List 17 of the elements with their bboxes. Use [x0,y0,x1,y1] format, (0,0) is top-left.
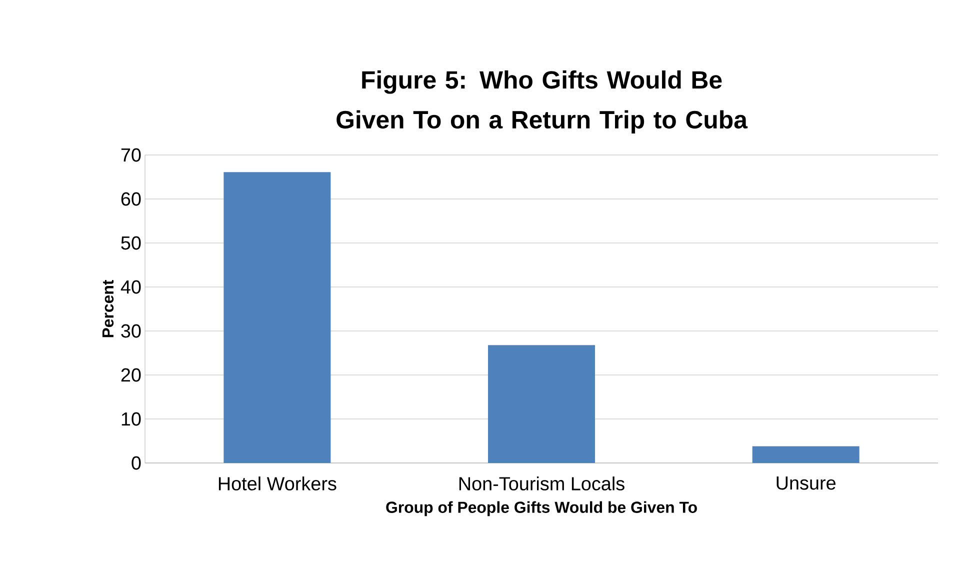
bar [488,345,596,463]
y-tick-label: 70 [121,148,141,162]
y-tick-label: 60 [121,192,141,206]
chart-title: Figure 5: Who Gifts Would Be Given To on a Return Trip to Cuba [336,70,748,134]
x-tick-label: Hotel Workers [218,476,336,490]
y-tick-label: 0 [132,456,141,470]
y-tick-label: 30 [121,324,141,338]
bar [224,172,331,463]
x-tick-label: Non-Tourism Locals [459,476,624,490]
y-axis-title: Percent [102,280,114,338]
y-tick-label: 20 [121,368,141,382]
y-tick-label: 40 [120,280,141,294]
y-tick-label: 50 [121,236,141,250]
x-tick-label: Unsure [776,476,836,490]
x-axis-title: Group of People Gifts Would be Given To [386,501,697,516]
y-tick-label: 10 [122,412,141,426]
bar [752,446,860,463]
